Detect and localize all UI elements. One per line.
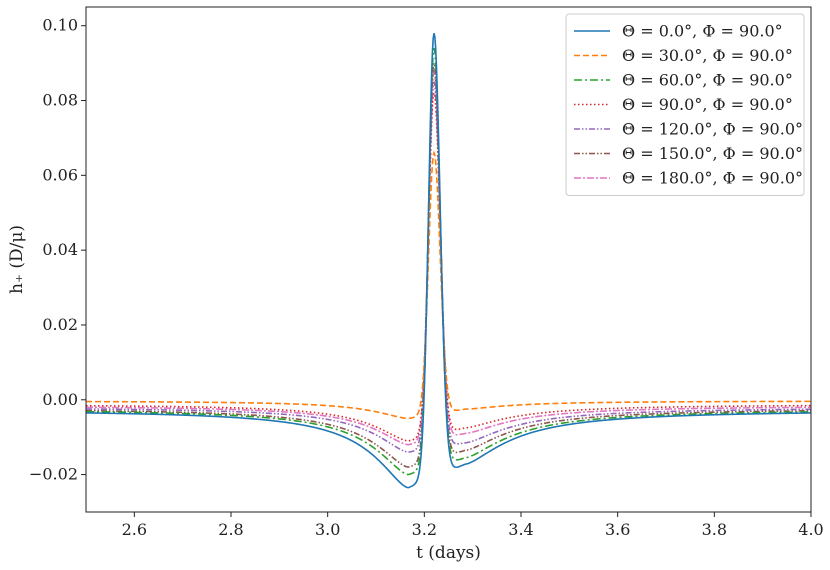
y-tick-label: 0.08 bbox=[42, 91, 78, 110]
legend-box bbox=[565, 13, 805, 196]
series-line-6 bbox=[86, 70, 811, 446]
y-tick-label: 0.10 bbox=[42, 16, 78, 35]
plot-frame bbox=[85, 6, 812, 513]
x-tick-label: 4.0 bbox=[798, 520, 823, 539]
y-axis-label: h₊ (D/μ) bbox=[7, 225, 27, 294]
y-tick-label: 0.02 bbox=[42, 315, 78, 334]
y-tick-label: 0.04 bbox=[42, 240, 78, 259]
x-axis: 2.6 2.8 3.0 3.2 3.4 3.6 3.8 4.0 bbox=[122, 512, 824, 539]
legend-entry: Θ = 180.0°, Φ = 90.0° bbox=[574, 169, 803, 188]
legend-entry: Θ = 30.0°, Φ = 90.0° bbox=[574, 46, 793, 65]
legend-entry: Θ = 0.0°, Φ = 90.0° bbox=[574, 22, 783, 41]
y-tick-label: −0.02 bbox=[29, 465, 78, 484]
x-axis-label: t (days) bbox=[416, 543, 481, 563]
y-tick-label: 0.00 bbox=[42, 390, 78, 409]
legend-label: Θ = 150.0°, Φ = 90.0° bbox=[622, 144, 803, 163]
legend-label: Θ = 120.0°, Φ = 90.0° bbox=[622, 120, 803, 139]
series-line-1 bbox=[86, 150, 811, 420]
legend-entry: Θ = 90.0°, Φ = 90.0° bbox=[574, 95, 793, 114]
x-tick-label: 2.8 bbox=[218, 520, 243, 539]
x-tick-label: 3.2 bbox=[412, 520, 437, 539]
legend-entry: Θ = 120.0°, Φ = 90.0° bbox=[574, 120, 803, 139]
legend-label: Θ = 30.0°, Φ = 90.0° bbox=[622, 46, 793, 65]
x-tick-label: 3.8 bbox=[702, 520, 727, 539]
series-line-3 bbox=[86, 92, 811, 442]
legend-entry: Θ = 60.0°, Φ = 90.0° bbox=[574, 71, 793, 90]
legend: Θ = 0.0°, Φ = 90.0° Θ = 30.0°, Φ = 90.0° Θ… bbox=[565, 13, 805, 196]
x-tick-label: 2.6 bbox=[122, 520, 147, 539]
series-line-4 bbox=[86, 81, 811, 453]
x-tick-label: 3.6 bbox=[605, 520, 630, 539]
series-line-0 bbox=[86, 33, 811, 489]
legend-label: Θ = 0.0°, Φ = 90.0° bbox=[622, 22, 783, 41]
plot-area bbox=[86, 33, 811, 489]
x-tick-label: 3.0 bbox=[315, 520, 340, 539]
y-axis: −0.02 0.00 0.02 0.04 0.06 0.08 0.10 bbox=[29, 16, 86, 484]
x-tick-label: 3.4 bbox=[508, 520, 533, 539]
legend-label: Θ = 180.0°, Φ = 90.0° bbox=[622, 169, 803, 188]
legend-label: Θ = 90.0°, Φ = 90.0° bbox=[622, 95, 793, 114]
legend-label: Θ = 60.0°, Φ = 90.0° bbox=[622, 71, 793, 90]
legend-entry: Θ = 150.0°, Φ = 90.0° bbox=[574, 144, 803, 163]
y-tick-label: 0.06 bbox=[42, 165, 78, 184]
